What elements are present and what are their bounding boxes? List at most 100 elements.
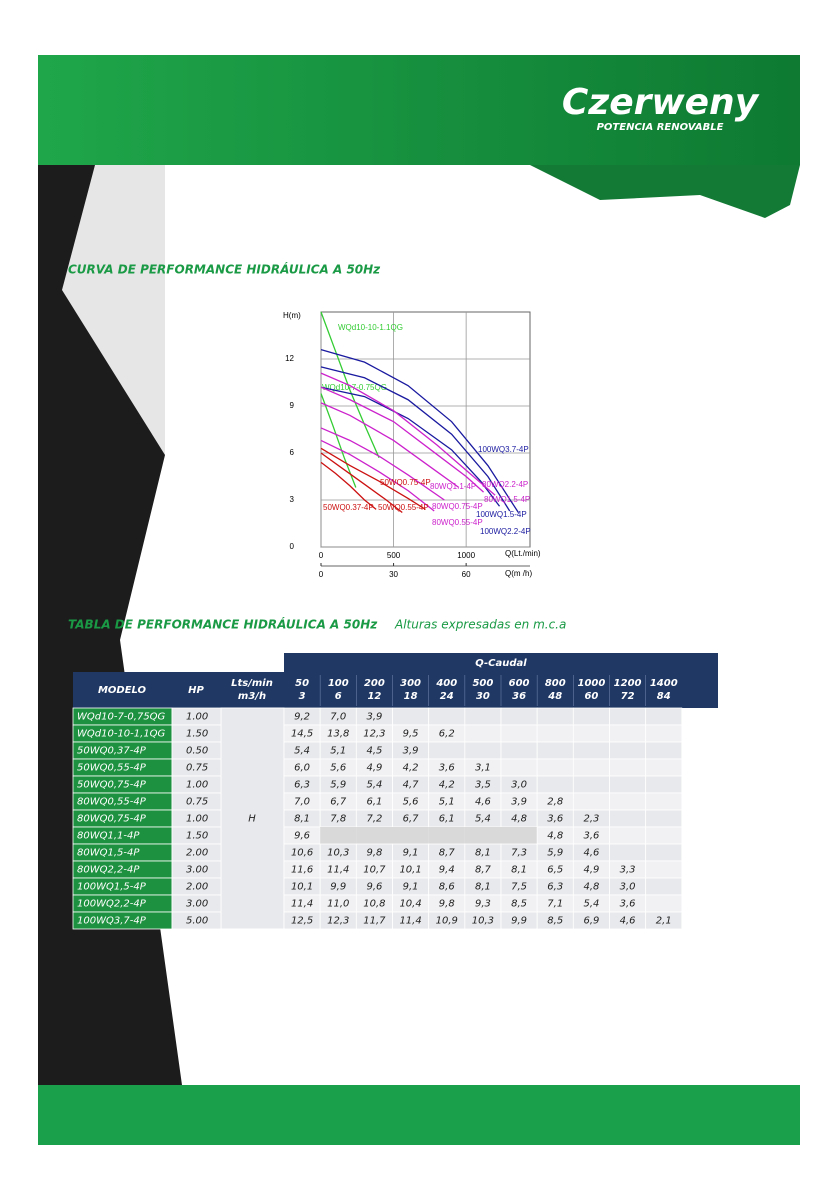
value-cell (464, 827, 501, 844)
value-cell (500, 724, 538, 743)
hp-value: 5.00 (186, 916, 208, 927)
cell-value: 3,3 (620, 865, 636, 876)
column-header: 72 (621, 691, 635, 702)
cell-value: 6,1 (439, 814, 455, 825)
column-header: 600 (509, 678, 530, 689)
cell-value: 10,1 (291, 882, 313, 893)
value-cell (609, 707, 647, 726)
cell-value: 8,1 (511, 865, 527, 876)
column-header: 1400 (650, 678, 678, 689)
cell-value: 2,3 (583, 814, 599, 825)
cell-value: 9,6 (366, 882, 382, 893)
cell-value: 6,0 (294, 763, 310, 774)
value-cell (464, 707, 502, 726)
column-header: 50 (295, 678, 309, 689)
cell-value: 3,6 (583, 831, 599, 842)
model-name: 80WQ2,2-4P (77, 865, 140, 876)
value-cell (428, 827, 465, 844)
column-header: 60 (584, 691, 598, 702)
value-cell (572, 758, 610, 777)
column-header: 6 (335, 691, 342, 702)
value-cell (645, 809, 683, 828)
cell-value: 5,6 (403, 797, 419, 808)
header-band (38, 55, 800, 165)
y-axis-label: H(m) (283, 311, 301, 320)
value-cell (645, 741, 683, 760)
cell-value: 12,5 (291, 916, 313, 927)
column-header: 100 (328, 678, 349, 689)
curve-label: 100WQ2.2-4P (480, 527, 531, 536)
cell-value: 4,5 (366, 746, 382, 757)
model-name: 50WQ0,55-4P (77, 763, 147, 774)
value-cell (645, 877, 683, 896)
cell-value: 6,9 (583, 916, 599, 927)
table-header-bg (284, 653, 718, 672)
curve (320, 402, 460, 488)
side-grey (62, 165, 165, 455)
curve (320, 348, 519, 513)
column-header: 24 (440, 691, 454, 702)
cell-value: 8,5 (511, 899, 527, 910)
cell-value: 9,4 (439, 865, 455, 876)
value-cell (320, 827, 357, 844)
cell-value: 5,9 (330, 780, 346, 791)
cell-value: 6,3 (547, 882, 563, 893)
hp-value: 1.00 (186, 712, 208, 723)
cell-value: 3,0 (511, 780, 527, 791)
cell-value: 9,8 (366, 848, 382, 859)
hp-value: 2.00 (186, 882, 208, 893)
value-cell (609, 792, 647, 811)
cell-value: 11,0 (327, 899, 349, 910)
cell-value: 5,1 (439, 797, 455, 808)
hp-value: 3.00 (186, 899, 208, 910)
cell-value: 9,2 (294, 712, 310, 723)
cell-value: 2,1 (656, 916, 672, 927)
curve-label: 100WQ3.7-4P (478, 445, 529, 454)
column-header: HP (188, 685, 204, 696)
column-header: 300 (400, 678, 421, 689)
model-name: 100WQ3,7-4P (77, 916, 147, 927)
curve (320, 393, 357, 488)
column-header: 12 (367, 691, 381, 702)
cell-value: 4,6 (475, 797, 491, 808)
x-tick-label: 0 (319, 551, 324, 560)
curve-label: 80WQ1.5-4P (484, 495, 530, 504)
value-cell (536, 724, 574, 743)
cell-value: 8,1 (294, 814, 310, 825)
cell-value: 7,1 (547, 899, 563, 910)
hp-cell (171, 911, 222, 930)
cell-value: 10,8 (363, 899, 385, 910)
value-cell (645, 724, 683, 743)
model-name: 80WQ0,55-4P (77, 797, 147, 808)
value-cell (645, 707, 683, 726)
cell-value: 8,6 (439, 882, 455, 893)
value-cell (645, 843, 683, 862)
hp-value: 1.00 (186, 814, 208, 825)
model-name: WQd10-7-0,75QG (77, 712, 166, 723)
curve-label: 80WQ2.2-4P (482, 480, 528, 489)
cell-value: 7,0 (294, 797, 310, 808)
column-header: 400 (435, 678, 457, 689)
cell-value: 9,6 (294, 831, 310, 842)
cell-value: 4,8 (511, 814, 527, 825)
cell-value: 3,6 (547, 814, 563, 825)
value-cell (645, 826, 683, 845)
model-name: 50WQ0,75-4P (77, 780, 147, 791)
cell-value: 4,8 (583, 882, 599, 893)
cell-value: 9,3 (475, 899, 491, 910)
y-tick-label: 12 (285, 354, 294, 363)
y-tick-label: 3 (290, 495, 295, 504)
cell-value: 4,6 (583, 848, 599, 859)
value-cell (609, 741, 647, 760)
cell-value: 11,4 (291, 899, 313, 910)
cell-value: 8,1 (475, 882, 491, 893)
cell-value: 4,2 (403, 763, 419, 774)
x2-tick-label: 60 (462, 570, 471, 579)
footer-band (38, 1085, 800, 1145)
x2-tick-label: 30 (389, 570, 398, 579)
cell-value: 11,6 (291, 865, 313, 876)
x-tick-label: 1000 (457, 551, 475, 560)
cell-value: 5,4 (583, 899, 599, 910)
cell-value: 10,1 (399, 865, 421, 876)
curve (320, 311, 380, 458)
